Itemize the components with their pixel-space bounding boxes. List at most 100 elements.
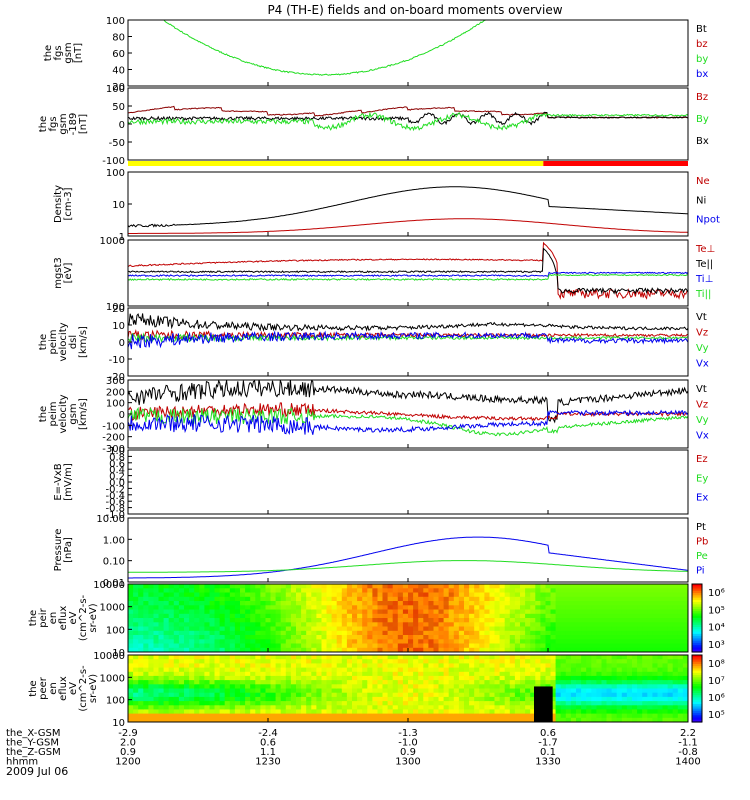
heatmap-cell	[331, 613, 338, 619]
heatmap-cell	[652, 671, 659, 677]
heatmap-cell	[209, 618, 216, 623]
panel-6: VtVzVyVx3002001000-100-200-300thepeimvel…	[38, 376, 709, 455]
heatmap-cell	[657, 592, 664, 598]
heatmap-cell	[677, 688, 684, 694]
heatmap-cell	[657, 675, 664, 681]
heatmap-cell	[280, 684, 287, 690]
heatmap-cell	[173, 713, 180, 719]
heatmap-cell	[138, 584, 144, 589]
heatmap-cell	[229, 613, 236, 619]
heatmap-cell	[173, 659, 180, 664]
heatmap-cell	[453, 592, 460, 598]
heatmap-cell	[255, 717, 261, 722]
heatmap-cell	[586, 596, 592, 602]
heatmap-cell	[260, 713, 267, 719]
heatmap-cell	[204, 692, 211, 698]
heatmap-cell	[357, 609, 363, 615]
heatmap-cell	[662, 601, 669, 606]
legend-entry: Te⊥	[695, 244, 715, 255]
x-axis-row-label: the_X-GSM	[6, 728, 60, 739]
heatmap-cell	[402, 692, 409, 698]
heatmap-cell	[560, 592, 567, 598]
heatmap-cell	[306, 609, 312, 615]
heatmap-cell	[616, 630, 623, 636]
heatmap-cell	[357, 671, 363, 677]
heatmap-cell	[326, 655, 333, 660]
heatmap-cell	[591, 601, 597, 606]
heatmap-cell	[285, 713, 292, 719]
heatmap-cell	[509, 671, 516, 677]
heatmap-cell	[301, 626, 307, 632]
heatmap-cell	[657, 613, 664, 619]
heatmap-cell	[275, 671, 282, 677]
heatmap-cell	[397, 630, 404, 636]
heatmap-cell	[469, 667, 475, 673]
heatmap-cell	[387, 643, 394, 649]
heatmap-cell	[138, 717, 144, 722]
heatmap-cell	[489, 680, 496, 685]
heatmap-cell	[352, 613, 358, 619]
heatmap-cell	[423, 639, 429, 645]
heatmap-cell	[245, 675, 251, 681]
heatmap-cell	[392, 659, 399, 664]
heatmap-cell	[270, 613, 277, 619]
heatmap-cell	[464, 701, 470, 706]
heatmap-cell	[550, 717, 557, 722]
heatmap-cell	[550, 667, 557, 673]
heatmap-cell	[168, 626, 175, 632]
heatmap-cell	[489, 684, 496, 690]
heatmap-cell	[576, 592, 582, 598]
heatmap-cell	[448, 626, 455, 632]
mode-bar-yellow	[128, 161, 544, 166]
heatmap-cell	[621, 655, 628, 660]
heatmap-cell	[189, 584, 195, 589]
heatmap-cell	[550, 713, 557, 719]
heatmap-cell	[306, 622, 312, 628]
heatmap-cell	[128, 709, 134, 715]
heatmap-cell	[484, 680, 491, 685]
heatmap-cell	[362, 622, 368, 628]
heatmap-cell	[479, 643, 485, 649]
heatmap-cell	[504, 655, 511, 660]
heatmap-cell	[474, 717, 480, 722]
heatmap-cell	[408, 622, 414, 628]
heatmap-cell	[453, 605, 460, 611]
x-axis-value: 2.0	[120, 738, 136, 749]
heatmap-cell	[321, 609, 328, 615]
heatmap-cell	[209, 705, 216, 711]
heatmap-cell	[326, 601, 333, 606]
heatmap-cell	[591, 613, 597, 619]
heatmap-cell	[301, 643, 307, 649]
heatmap-cell	[290, 667, 297, 673]
y-tick-label: -1.0	[105, 510, 125, 521]
heatmap-cell	[545, 630, 552, 636]
heatmap-cell	[458, 667, 465, 673]
heatmap-cell	[219, 692, 226, 698]
heatmap-cell	[637, 596, 643, 602]
heatmap-cell	[377, 626, 384, 632]
heatmap-cell	[336, 667, 343, 673]
series-black-line	[128, 247, 688, 295]
heatmap-cell	[275, 635, 282, 640]
heatmap-cell	[184, 584, 190, 589]
heatmap-cell	[632, 655, 638, 660]
heatmap-cell	[209, 659, 216, 664]
heatmap-cell	[611, 705, 618, 711]
heatmap-cell	[586, 692, 592, 698]
heatmap-cell	[565, 592, 572, 598]
heatmap-cell	[234, 630, 241, 636]
heatmap-cell	[514, 717, 521, 722]
heatmap-cell	[285, 588, 292, 594]
heatmap-cell	[214, 701, 221, 706]
heatmap-cell	[240, 605, 246, 611]
heatmap-cell	[346, 667, 353, 673]
heatmap-cell	[570, 705, 577, 711]
heatmap-cell	[677, 643, 684, 649]
heatmap-cell	[270, 684, 277, 690]
heatmap-cell	[677, 684, 684, 690]
heatmap-cell	[601, 622, 608, 628]
heatmap-cell	[352, 667, 358, 673]
heatmap-cell	[642, 622, 648, 628]
heatmap-cell	[341, 684, 348, 690]
heatmap-cell	[657, 667, 664, 673]
